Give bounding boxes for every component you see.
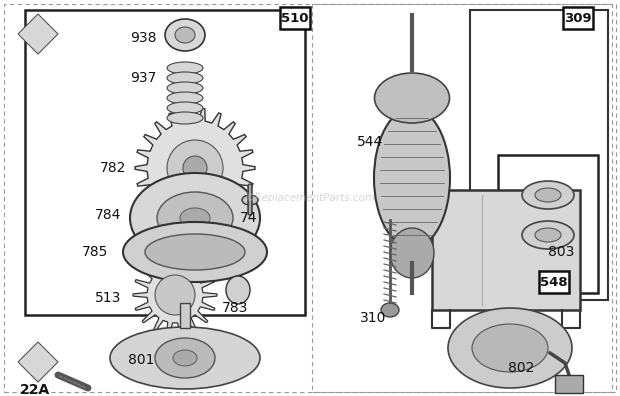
Bar — [563, 7, 593, 29]
Ellipse shape — [145, 234, 245, 270]
Text: 937: 937 — [130, 71, 156, 85]
Polygon shape — [18, 342, 58, 382]
Ellipse shape — [535, 228, 561, 242]
Ellipse shape — [123, 222, 267, 282]
Ellipse shape — [183, 156, 207, 180]
Ellipse shape — [381, 303, 399, 317]
Bar — [432, 190, 580, 310]
Ellipse shape — [165, 19, 205, 51]
Polygon shape — [18, 14, 58, 54]
Bar — [312, 4, 612, 392]
Text: 782: 782 — [100, 161, 126, 175]
Polygon shape — [135, 109, 255, 228]
Text: 22A: 22A — [20, 383, 50, 396]
Text: 510: 510 — [281, 11, 309, 25]
Ellipse shape — [374, 108, 450, 248]
Ellipse shape — [522, 181, 574, 209]
Ellipse shape — [110, 327, 260, 389]
Text: 783: 783 — [222, 301, 249, 315]
Ellipse shape — [167, 140, 223, 196]
Ellipse shape — [390, 228, 434, 278]
Text: 803: 803 — [548, 245, 574, 259]
Ellipse shape — [130, 173, 260, 263]
Bar — [470, 10, 608, 300]
Text: 513: 513 — [95, 291, 122, 305]
Ellipse shape — [155, 338, 215, 378]
Ellipse shape — [242, 195, 258, 205]
Ellipse shape — [167, 62, 203, 74]
Ellipse shape — [155, 275, 195, 315]
Ellipse shape — [167, 102, 203, 114]
Ellipse shape — [167, 92, 203, 104]
Bar — [280, 7, 310, 29]
Text: 74: 74 — [240, 211, 257, 225]
Ellipse shape — [472, 324, 548, 372]
Ellipse shape — [535, 188, 561, 202]
Polygon shape — [180, 303, 190, 328]
Ellipse shape — [173, 350, 197, 366]
Ellipse shape — [374, 73, 449, 123]
Ellipse shape — [167, 112, 203, 124]
Text: 784: 784 — [95, 208, 122, 222]
Ellipse shape — [175, 27, 195, 43]
Text: 548: 548 — [540, 276, 568, 289]
Bar — [539, 271, 569, 293]
Bar — [555, 375, 583, 393]
Text: 801: 801 — [128, 353, 154, 367]
Text: 310: 310 — [360, 311, 386, 325]
Bar — [25, 10, 305, 315]
Ellipse shape — [167, 82, 203, 94]
Text: ©ReplacementParts.com: ©ReplacementParts.com — [244, 193, 376, 203]
Text: 785: 785 — [82, 245, 108, 259]
Ellipse shape — [522, 221, 574, 249]
Text: 802: 802 — [508, 361, 534, 375]
Text: 938: 938 — [130, 31, 156, 45]
Ellipse shape — [448, 308, 572, 388]
Ellipse shape — [157, 192, 233, 244]
Ellipse shape — [226, 276, 250, 304]
Bar — [498, 155, 598, 293]
Text: 309: 309 — [564, 11, 592, 25]
Ellipse shape — [180, 208, 210, 228]
Polygon shape — [133, 253, 217, 337]
Text: 544: 544 — [357, 135, 383, 149]
Ellipse shape — [167, 72, 203, 84]
